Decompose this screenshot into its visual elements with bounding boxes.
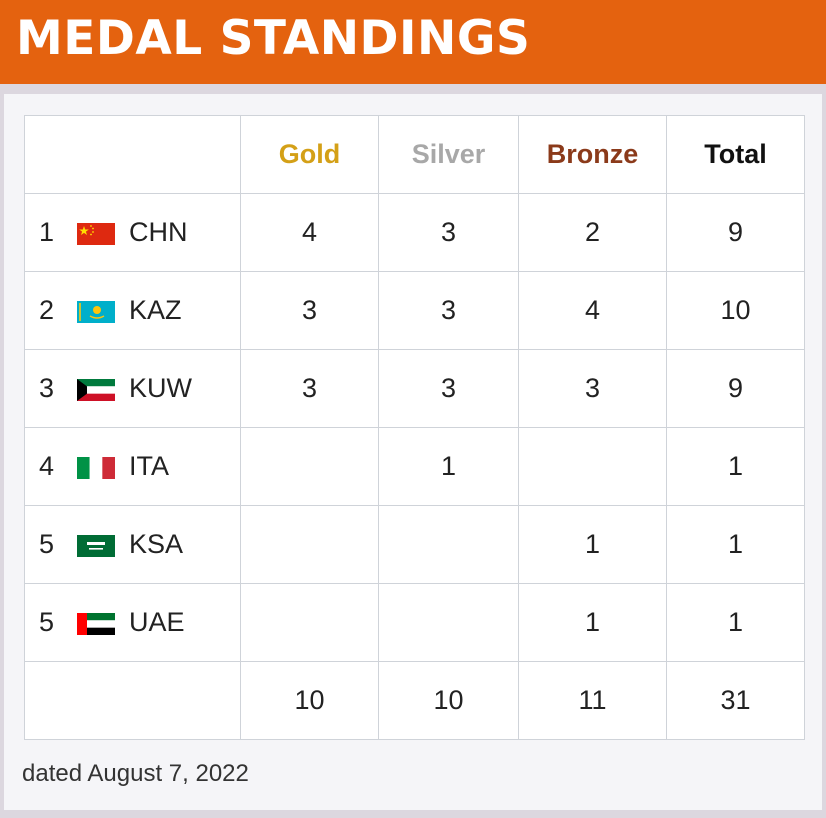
- total-count: 9: [666, 349, 805, 428]
- italy-flag-icon: [77, 455, 115, 479]
- total-silver: 10: [378, 661, 519, 740]
- silver-count: 3: [378, 349, 519, 428]
- silver-count: [378, 583, 519, 662]
- uae-flag-icon: [77, 611, 115, 635]
- table-row: 4 ITA 1 1: [24, 427, 805, 506]
- total-count: 10: [666, 271, 805, 350]
- bronze-count: [518, 427, 667, 506]
- rank-number: 2: [39, 295, 55, 325]
- china-flag-icon: [77, 221, 115, 245]
- bronze-count: 1: [518, 505, 667, 584]
- kazakhstan-flag-icon: [77, 299, 115, 323]
- totals-row: 10 10 11 31: [24, 661, 805, 740]
- total-bronze: 11: [518, 661, 667, 740]
- nation-cell: 3 KUW: [24, 349, 241, 428]
- nation-cell: 1 CHN: [24, 193, 241, 272]
- totals-label-cell: [24, 661, 241, 740]
- rank-number: 1: [39, 217, 55, 247]
- rank-number: 3: [39, 373, 55, 403]
- table-row: 2 KAZ 3 3 4 10: [24, 271, 805, 350]
- header-gold: Gold: [240, 115, 379, 194]
- silver-count: 3: [378, 193, 519, 272]
- header-total: Total: [666, 115, 805, 194]
- table-row: 1 CHN 4 3 2 9: [24, 193, 805, 272]
- total-count: 9: [666, 193, 805, 272]
- nation-code: KSA: [129, 529, 184, 559]
- header-nation: [24, 115, 241, 194]
- nation-cell: 5 UAE: [24, 583, 241, 662]
- rank-number: 5: [39, 529, 55, 559]
- silver-count: 3: [378, 271, 519, 350]
- bronze-count: 4: [518, 271, 667, 350]
- total-count: 1: [666, 427, 805, 506]
- total-gold: 10: [240, 661, 379, 740]
- total-all: 31: [666, 661, 805, 740]
- rank-number: 5: [39, 607, 55, 637]
- nation-cell: 5 KSA: [24, 505, 241, 584]
- total-count: 1: [666, 505, 805, 584]
- gold-count: [240, 427, 379, 506]
- nation-cell: 2 KAZ: [24, 271, 241, 350]
- title-banner: MEDAL STANDINGS: [0, 0, 826, 84]
- page-title: MEDAL STANDINGS: [16, 11, 531, 66]
- table-row: 5 UAE 1 1: [24, 583, 805, 662]
- gold-count: [240, 583, 379, 662]
- nation-cell: 4 ITA: [24, 427, 241, 506]
- saudi-arabia-flag-icon: [77, 533, 115, 557]
- header-silver: Silver: [378, 115, 519, 194]
- bronze-count: 3: [518, 349, 667, 428]
- nation-code: UAE: [129, 607, 185, 637]
- silver-count: [378, 505, 519, 584]
- bronze-count: 1: [518, 583, 667, 662]
- gold-count: 4: [240, 193, 379, 272]
- gold-count: 3: [240, 271, 379, 350]
- table-row: 3 KUW 3 3 3 9: [24, 349, 805, 428]
- gold-count: 3: [240, 349, 379, 428]
- total-count: 1: [666, 583, 805, 662]
- header-row: Gold Silver Bronze Total: [24, 115, 805, 194]
- silver-count: 1: [378, 427, 519, 506]
- gold-count: [240, 505, 379, 584]
- nation-code: ITA: [129, 451, 169, 481]
- nation-code: CHN: [129, 217, 188, 247]
- header-bronze: Bronze: [518, 115, 667, 194]
- kuwait-flag-icon: [77, 377, 115, 401]
- nation-code: KAZ: [129, 295, 182, 325]
- bronze-count: 2: [518, 193, 667, 272]
- dated-note: dated August 7, 2022: [22, 760, 249, 787]
- medal-table: Gold Silver Bronze Total 1 CHN 4 3 2 9 2 KAZ 3 3 4…: [24, 115, 805, 740]
- table-row: 5 KSA 1 1: [24, 505, 805, 584]
- nation-code: KUW: [129, 373, 192, 403]
- rank-number: 4: [39, 451, 55, 481]
